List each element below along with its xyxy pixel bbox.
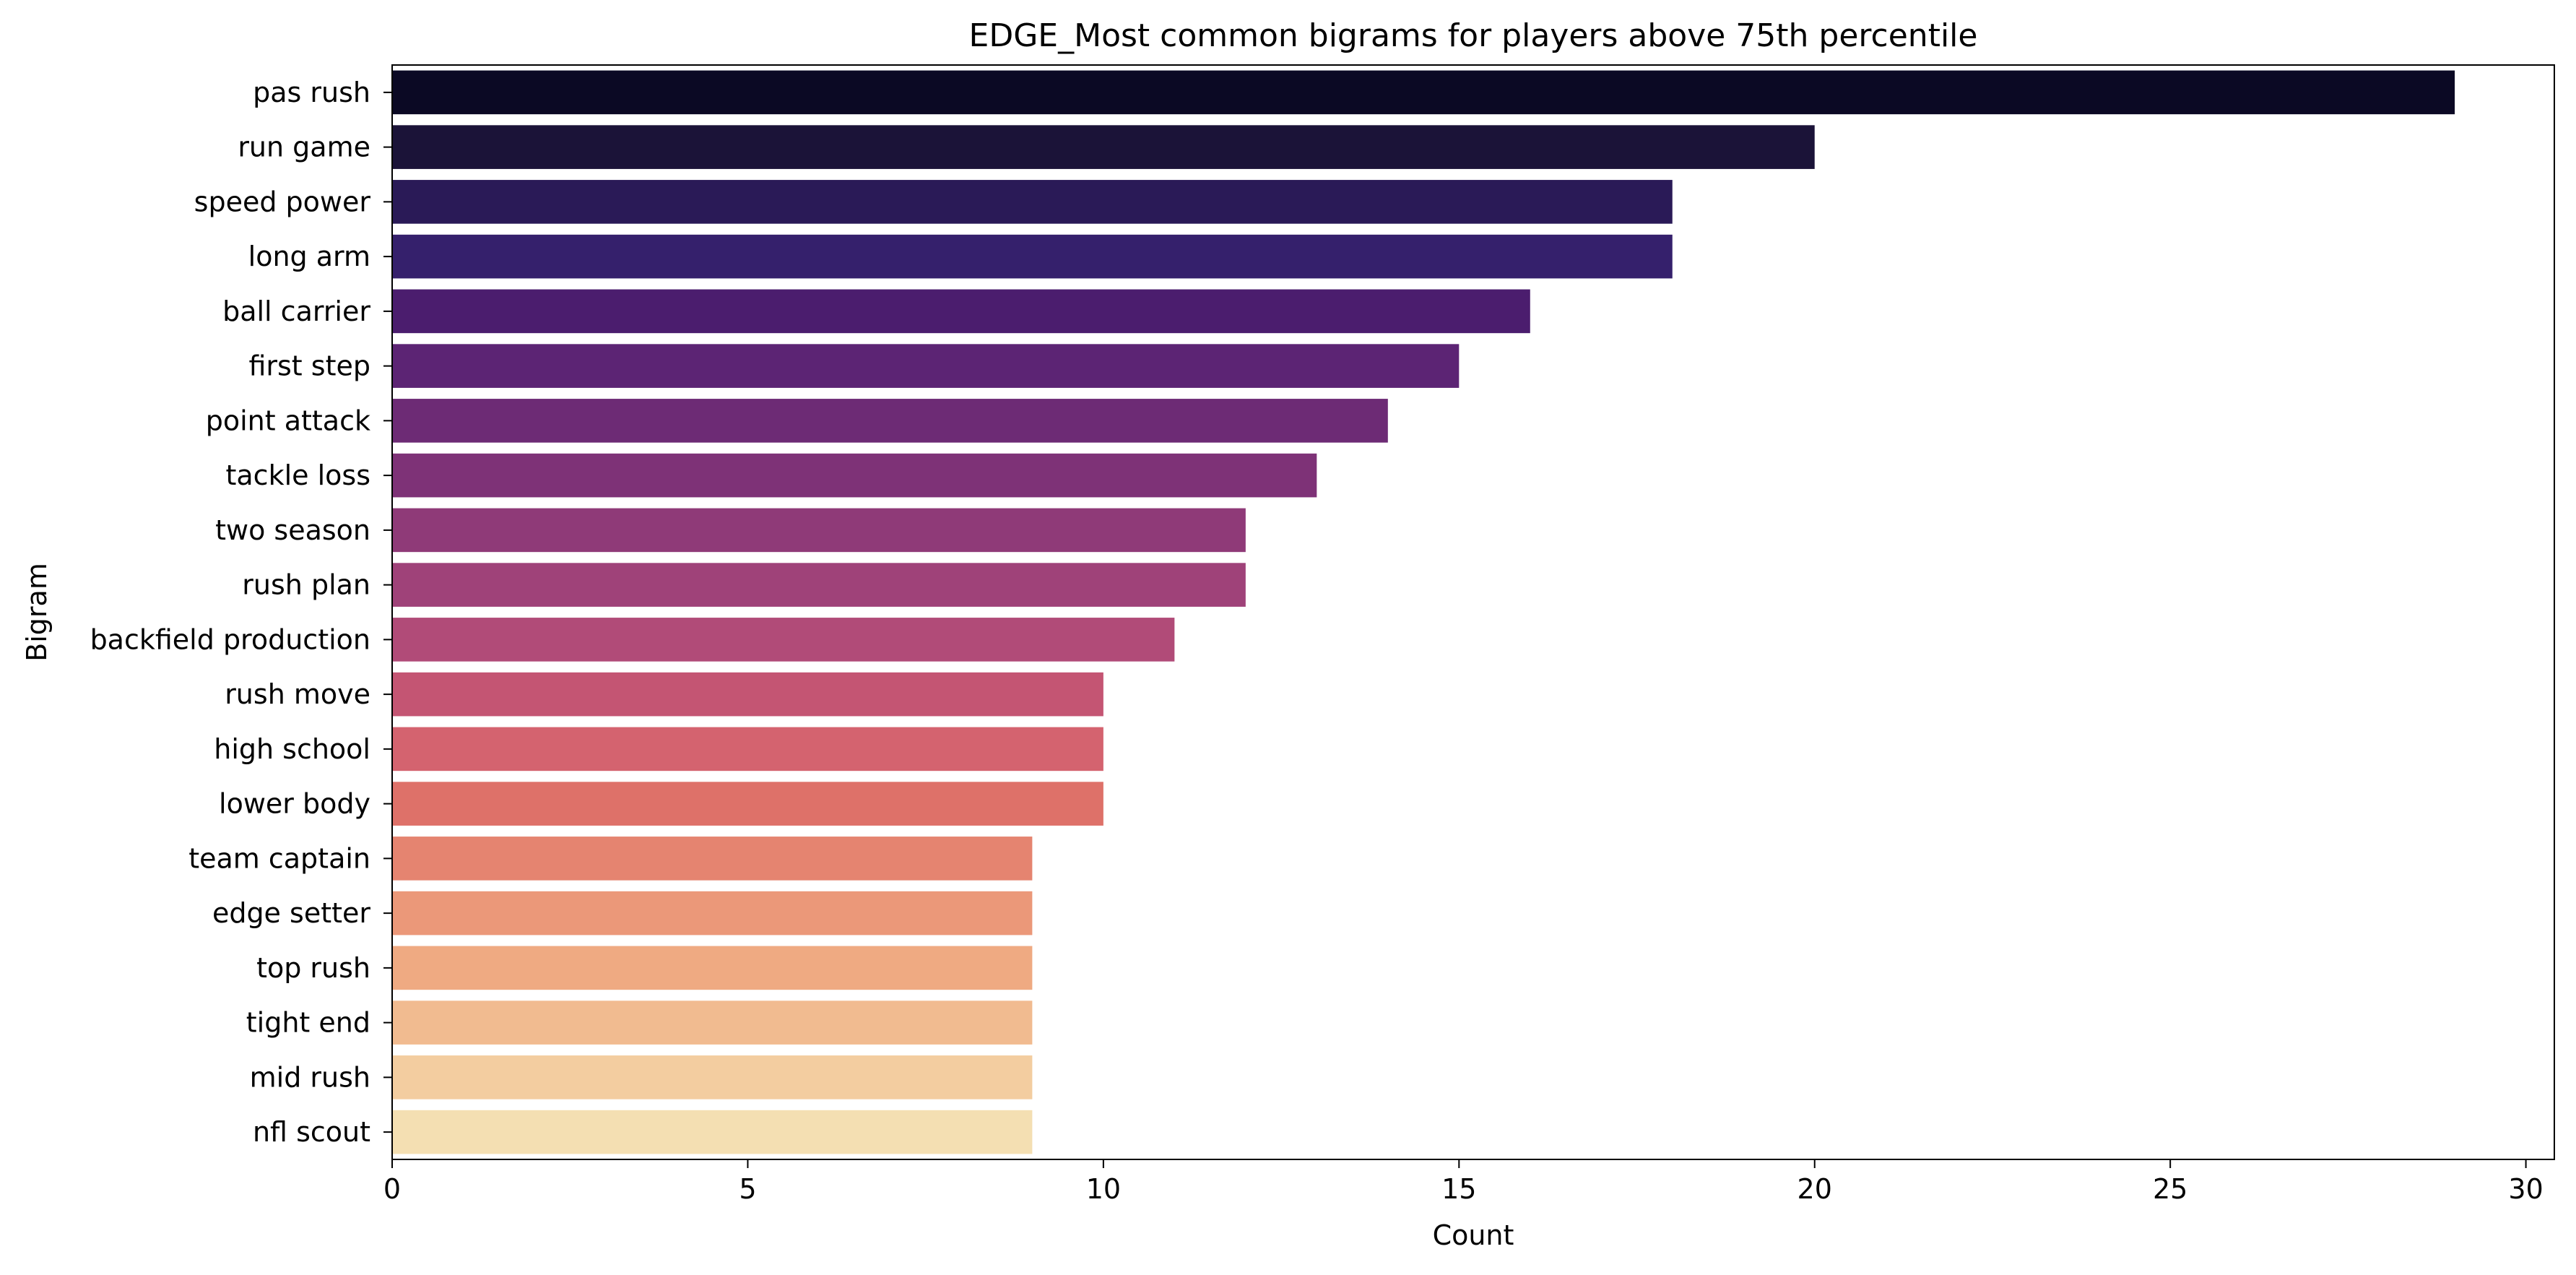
y-tick-label: rush plan (242, 569, 370, 601)
bar-nfl-scout (392, 1110, 1033, 1154)
bar-rush-move (392, 672, 1103, 717)
y-tick-label: tight end (246, 1007, 370, 1039)
y-tick-label: rush move (225, 678, 370, 710)
bar-tackle-loss (392, 453, 1317, 498)
bar-two-season (392, 508, 1246, 553)
bar-edge-setter (392, 891, 1033, 935)
bar-tight-end (392, 1000, 1033, 1045)
bar-top-rush (392, 946, 1033, 990)
bar-ball-carrier (392, 289, 1530, 334)
bar-run-game (392, 125, 1815, 169)
y-tick-label: mid rush (250, 1061, 370, 1093)
y-tick-label: tackle loss (225, 459, 370, 491)
bar-mid-rush (392, 1055, 1033, 1099)
x-axis: 0 5 10 15 20 25 30 (383, 1159, 2544, 1205)
y-tick-label: two season (215, 514, 370, 546)
bar-point-attack (392, 399, 1388, 443)
y-tick-label: team captain (188, 842, 370, 874)
chart-title: EDGE_Most common bigrams for players abo… (969, 17, 1978, 54)
y-tick-label: lower body (219, 788, 370, 820)
y-tick-label: ball carrier (222, 295, 370, 327)
x-tick-label: 10 (1086, 1173, 1121, 1205)
y-tick-label: edge setter (212, 897, 370, 929)
x-tick-label: 25 (2153, 1173, 2187, 1205)
y-tick-label: first step (248, 350, 370, 382)
bar-lower-body (392, 782, 1103, 826)
bar-long-arm (392, 234, 1673, 279)
bar-first-step (392, 344, 1460, 388)
y-tick-label: long arm (248, 241, 370, 272)
y-tick-label: run game (238, 131, 370, 163)
y-axis: pas rush run game speed power long arm ball … (90, 77, 392, 1148)
y-tick-label: speed power (194, 186, 371, 217)
x-tick-label: 20 (1797, 1173, 1832, 1205)
x-tick-label: 5 (739, 1173, 756, 1205)
y-tick-label: high school (214, 733, 370, 765)
bar-high-school (392, 727, 1103, 772)
y-tick-label: pas rush (253, 77, 370, 108)
bars-layer (392, 70, 2455, 1154)
bar-rush-plan (392, 563, 1246, 607)
y-tick-label: backfield production (90, 623, 370, 655)
bar-team-captain (392, 837, 1033, 881)
x-tick-label: 0 (383, 1173, 401, 1205)
bar-pas-rush (392, 70, 2455, 115)
y-tick-label: nfl scout (253, 1116, 370, 1148)
plot-frame (391, 64, 2555, 1160)
x-tick-label: 15 (1441, 1173, 1476, 1205)
bar-speed-power (392, 180, 1673, 224)
bar-backfield-production (392, 618, 1175, 662)
y-tick-label: top rush (256, 952, 370, 984)
y-axis-label: Bigram (21, 563, 53, 662)
y-tick-label: point attack (206, 405, 370, 436)
x-tick-label: 30 (2508, 1173, 2543, 1205)
x-axis-label: Count (1433, 1219, 1514, 1251)
